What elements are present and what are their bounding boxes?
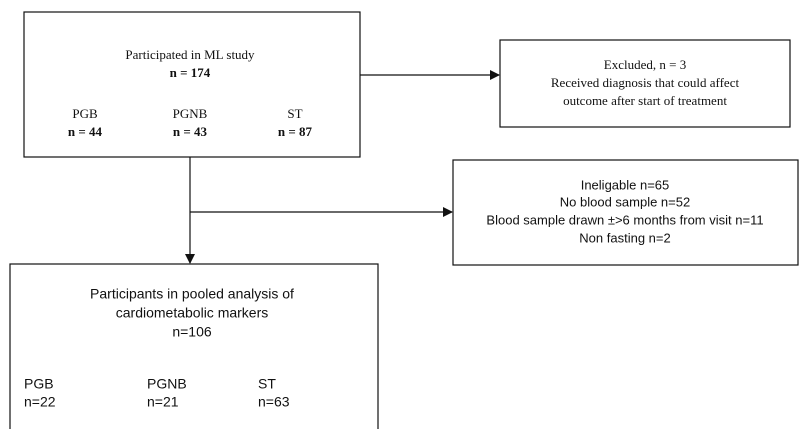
excluded-line: outcome after start of treatment — [563, 93, 727, 108]
ineligible-line: Ineligable n=65 — [581, 177, 670, 192]
box-title: Participated in ML study — [125, 47, 255, 62]
pooled-title: cardiometabolic markers — [116, 305, 269, 321]
group-count: n = 87 — [278, 124, 313, 139]
group-count: n = 43 — [173, 124, 208, 139]
group-count: n=63 — [258, 394, 290, 410]
ineligible-line: No blood sample n=52 — [560, 194, 690, 209]
pooled-box — [9, 263, 379, 429]
group-name: PGB — [24, 376, 54, 392]
group-name: ST — [287, 106, 302, 121]
excluded-box — [499, 39, 791, 128]
pooled-count: n=106 — [172, 324, 212, 340]
ineligible-box — [452, 159, 799, 266]
excluded-line: Received diagnosis that could affect — [551, 75, 740, 90]
group-name: ST — [258, 376, 276, 392]
group-name: PGNB — [147, 376, 187, 392]
box-count: n = 174 — [170, 65, 211, 80]
excluded-line: Excluded, n = 3 — [604, 57, 686, 72]
ineligible-line: Blood sample drawn ±>6 months from visit… — [486, 212, 763, 227]
group-name: PGNB — [173, 106, 208, 121]
group-name: PGB — [72, 106, 98, 121]
pooled-title: Participants in pooled analysis of — [90, 286, 294, 302]
group-count: n = 44 — [68, 124, 103, 139]
ineligible-line: Non fasting n=2 — [579, 230, 670, 245]
group-count: n=22 — [24, 394, 56, 410]
group-count: n=21 — [147, 394, 179, 410]
participated-box — [23, 11, 361, 158]
